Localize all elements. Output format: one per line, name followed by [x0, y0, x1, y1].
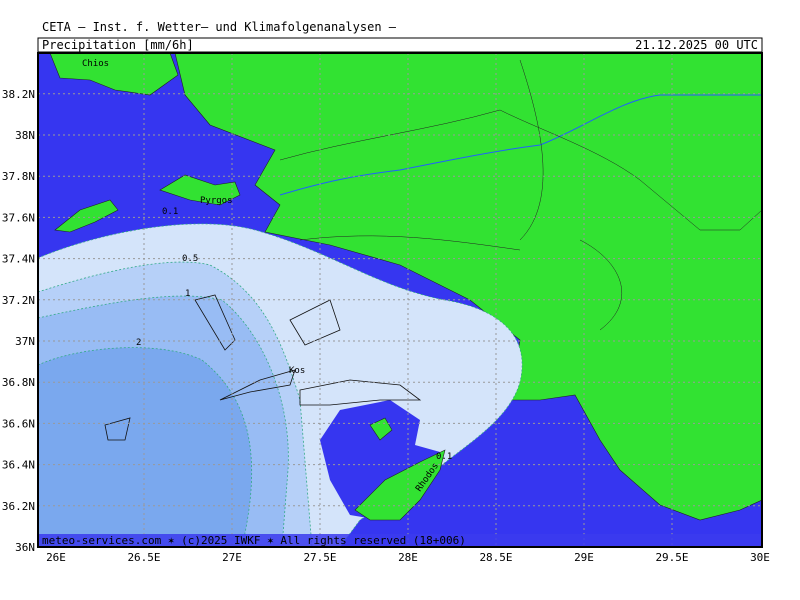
place-label: Chios	[82, 59, 109, 69]
lat-label: 36.8N	[2, 376, 35, 389]
map-frame	[37, 52, 763, 548]
lon-label: 26E	[46, 551, 66, 564]
island	[54, 199, 119, 233]
island-chios	[49, 53, 179, 96]
lon-label: 28.5E	[479, 551, 512, 564]
river	[279, 94, 762, 196]
contour-label: 1	[185, 289, 190, 299]
map-area: meteo-services.com ✶ (c)2025 IWKF ✶ All …	[38, 53, 762, 547]
precip-2	[38, 347, 253, 547]
lon-label: 27E	[222, 551, 242, 564]
lon-label: 26.5E	[127, 551, 160, 564]
lat-label: 36N	[15, 541, 35, 554]
title: Precipitation [mm/6h]	[42, 38, 194, 52]
lat-label: 37.2N	[2, 294, 35, 307]
contour-label: 0.1	[436, 452, 452, 462]
lat-label: 37.4N	[2, 253, 35, 266]
lon-label: 30E	[750, 551, 770, 564]
lon-label: 28E	[398, 551, 418, 564]
contour-label: 2	[136, 338, 141, 348]
date: 21.12.2025 00 UTC	[635, 38, 758, 52]
lat-label: 38N	[15, 129, 35, 142]
contour-label: 0.5	[182, 254, 198, 264]
lat-label: 37.8N	[2, 170, 35, 183]
lon-label: 29E	[574, 551, 594, 564]
lon-label: 29.5E	[655, 551, 688, 564]
place-label: Pyrgos	[200, 196, 233, 206]
footer-bar	[38, 534, 762, 547]
footer: meteo-services.com ✶ (c)2025 IWKF ✶ All …	[42, 534, 466, 547]
lat-label: 36.6N	[2, 417, 35, 430]
coastlines	[104, 294, 422, 441]
island-nisyros	[369, 417, 393, 441]
grid	[38, 53, 762, 547]
lat-label: 37N	[15, 335, 35, 348]
lat-label: 38.2N	[2, 88, 35, 101]
source: CETA — Inst. f. Wetter— und Klimafolgena…	[42, 20, 397, 34]
lat-label: 36.2N	[2, 500, 35, 513]
lon-label: 27.5E	[303, 551, 336, 564]
lat-label: 36.4N	[2, 459, 35, 472]
contour-label: 0.1	[162, 207, 178, 217]
island-rhodos	[354, 449, 446, 521]
lat-label: 37.6N	[2, 211, 35, 224]
place-label: Kos	[289, 366, 305, 376]
